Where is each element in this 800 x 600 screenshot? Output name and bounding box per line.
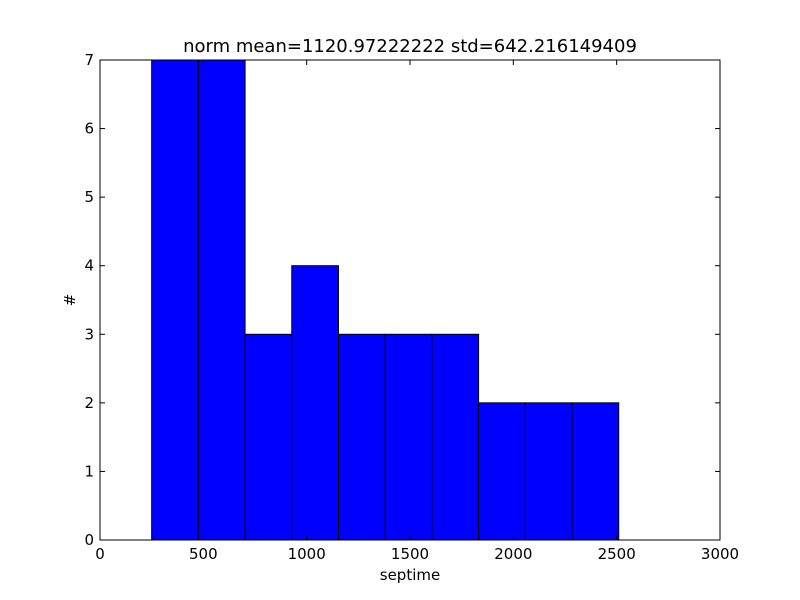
histogram-bar [384,333,433,541]
histogram-bar [291,265,339,541]
y-tick-label: 2 [84,394,94,412]
x-tick-label: 1000 [288,545,326,563]
histogram-bar [431,333,480,541]
y-tick-label: 5 [84,188,94,206]
histogram-bar [478,402,526,541]
chart-title: norm mean=1120.97222222 std=642.21614940… [183,36,637,57]
y-tick-label: 7 [84,51,94,69]
x-tick-label: 0 [95,545,105,563]
x-axis-label: septime [380,566,440,584]
x-tick-label: 2500 [598,545,636,563]
histogram-bars [151,59,620,541]
x-tick-label: 1500 [391,545,429,563]
x-tick-label: 2000 [494,545,532,563]
histogram-bar [244,333,293,541]
histogram-bar [524,402,573,541]
histogram-bar [151,59,199,541]
axis-tick-labels: 0 500 1000 1500 2000 2500 3000 0 1 2 3 4 5 6 7 [84,51,739,563]
x-tick-label: 3000 [701,545,739,563]
y-tick-label: 1 [84,462,94,480]
y-tick-label: 3 [84,325,94,343]
x-tick-label: 500 [189,545,218,563]
histogram-bar [571,402,620,541]
axis-ticks [99,59,721,541]
histogram-bar [337,333,386,541]
histogram-bar [197,59,246,541]
y-tick-label: 0 [84,531,94,549]
y-tick-label: 6 [84,120,94,138]
y-tick-label: 4 [84,257,94,275]
y-axis-label: # [61,294,79,307]
